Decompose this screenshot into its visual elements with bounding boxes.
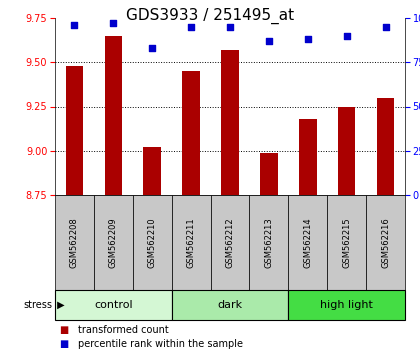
Point [265,38,272,44]
Point [227,24,234,30]
Text: GSM562213: GSM562213 [264,217,273,268]
Text: dark: dark [218,300,243,310]
Bar [299,119,317,195]
Bar [221,50,239,195]
Text: ▶: ▶ [54,300,65,310]
Text: stress: stress [23,300,52,310]
Text: transformed count: transformed count [78,325,169,335]
FancyBboxPatch shape [289,290,405,320]
Text: GDS3933 / 251495_at: GDS3933 / 251495_at [126,8,294,24]
FancyBboxPatch shape [210,195,249,290]
Point [343,33,350,39]
Text: GSM562211: GSM562211 [186,217,196,268]
FancyBboxPatch shape [249,195,289,290]
Text: percentile rank within the sample: percentile rank within the sample [78,339,243,349]
FancyBboxPatch shape [172,195,210,290]
FancyBboxPatch shape [94,195,133,290]
FancyBboxPatch shape [55,290,172,320]
Bar [144,147,161,195]
Bar [182,71,200,195]
Text: ■: ■ [59,339,68,349]
Text: GSM562212: GSM562212 [226,217,234,268]
FancyBboxPatch shape [133,195,172,290]
Text: GSM562214: GSM562214 [303,217,312,268]
Bar [66,66,83,195]
Point [149,45,155,51]
Point [382,24,389,30]
Text: GSM562210: GSM562210 [148,217,157,268]
Text: GSM562208: GSM562208 [70,217,79,268]
Text: ■: ■ [59,325,68,335]
Bar [105,36,122,195]
Bar [338,107,355,195]
Text: GSM562215: GSM562215 [342,217,351,268]
FancyBboxPatch shape [366,195,405,290]
Bar [260,153,278,195]
FancyBboxPatch shape [55,195,94,290]
Point [110,21,117,26]
Text: GSM562216: GSM562216 [381,217,390,268]
Text: high light: high light [320,300,373,310]
Text: GSM562209: GSM562209 [109,217,118,268]
Text: control: control [94,300,133,310]
Point [304,36,311,42]
FancyBboxPatch shape [172,290,289,320]
Point [71,22,78,28]
FancyBboxPatch shape [327,195,366,290]
FancyBboxPatch shape [289,195,327,290]
Bar [377,98,394,195]
Point [188,24,194,30]
